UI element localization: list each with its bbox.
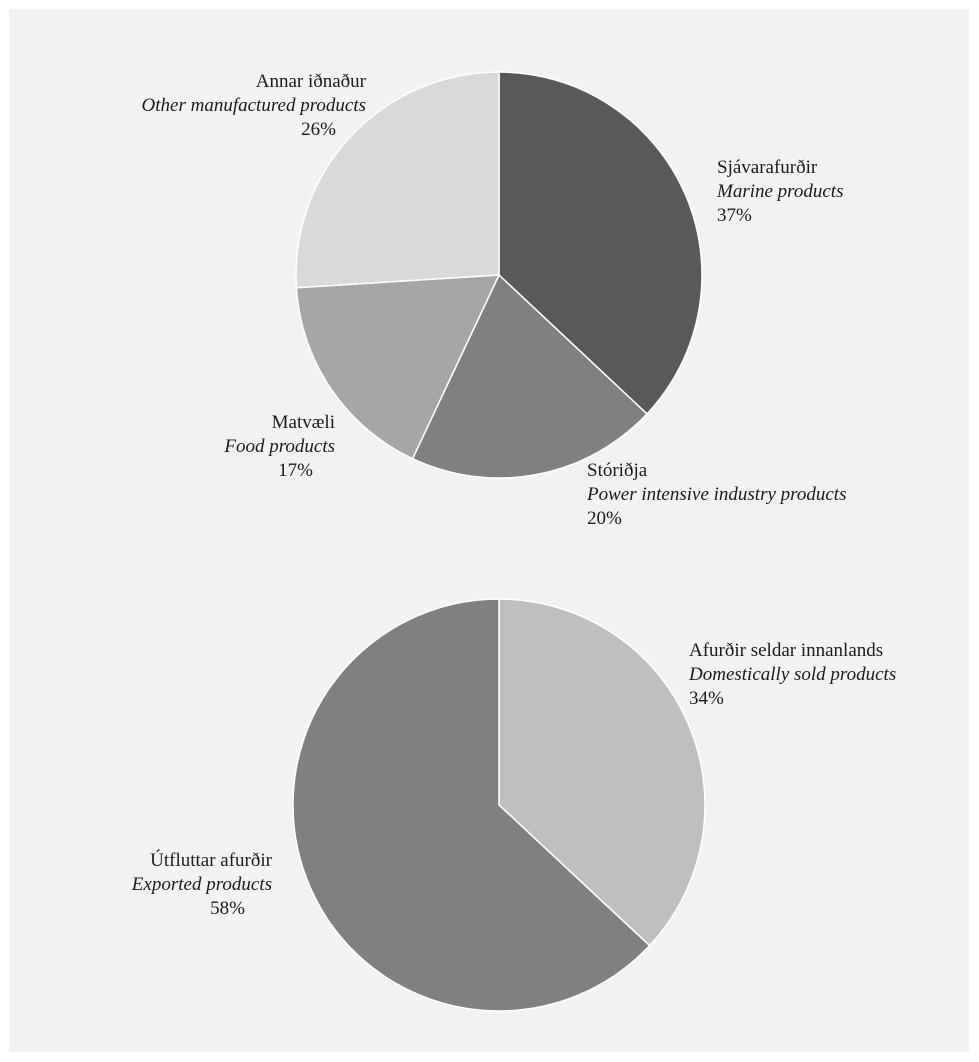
label-power-pct: 20%	[587, 508, 622, 529]
label-other-pct: 26%	[301, 119, 336, 140]
label-marine-pct: 37%	[717, 205, 752, 226]
label-food: Matvæli Food products 17%	[223, 412, 335, 481]
label-power-en: Power intensive industry products	[586, 484, 846, 505]
label-domestic-is: Afurðir seldar innanlands	[689, 640, 883, 661]
pie1-slice-3	[295, 71, 500, 289]
label-exported-en: Exported products	[131, 874, 272, 895]
label-food-en: Food products	[223, 436, 335, 457]
pie-chart-markets	[292, 598, 706, 1012]
label-marine-en: Marine products	[716, 181, 843, 202]
label-food-is: Matvæli	[272, 412, 335, 433]
label-exported-is: Útfluttar afurðir	[150, 849, 273, 871]
pie1-slice-0	[498, 71, 703, 416]
pie-chart-products	[295, 71, 703, 479]
label-domestic-en: Domestically sold products	[688, 664, 896, 685]
label-other-en: Other manufactured products	[142, 95, 366, 116]
pie1-slice-2	[295, 274, 501, 460]
label-power-intensive: Stóriðja Power intensive industry produc…	[586, 460, 846, 529]
label-exported-pct: 58%	[210, 898, 245, 919]
label-other-is: Annar iðnaður	[256, 71, 367, 92]
pie1-slice-1	[411, 273, 649, 479]
label-marine: Sjávarafurðir Marine products 37%	[716, 157, 843, 226]
pie2-slice-0	[498, 598, 706, 947]
label-power-is: Stóriðja	[587, 460, 648, 481]
pie2-slice-1	[292, 598, 651, 1012]
label-domestic: Afurðir seldar innanlands Domestically s…	[688, 640, 896, 709]
label-other-manufactured: Annar iðnaður Other manufactured product…	[142, 71, 367, 140]
label-exported: Útfluttar afurðir Exported products 58%	[131, 849, 273, 919]
label-food-pct: 17%	[278, 460, 313, 481]
label-domestic-pct: 34%	[689, 688, 724, 709]
label-marine-is: Sjávarafurðir	[717, 157, 818, 178]
